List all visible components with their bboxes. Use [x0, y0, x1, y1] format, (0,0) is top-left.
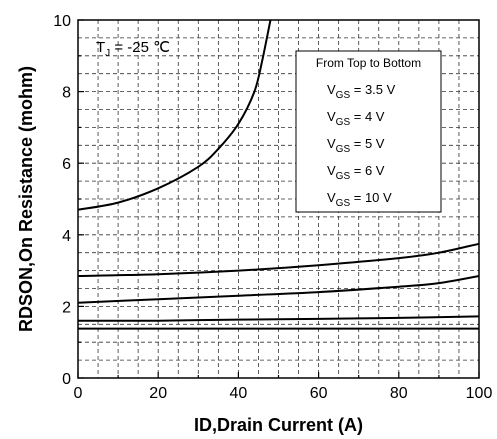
annotation-subscript: J	[105, 48, 110, 59]
series-line-1	[77, 19, 272, 211]
x-tick-label: 60	[310, 385, 328, 402]
y-tick-label: 6	[62, 156, 71, 173]
legend-entry-value: = 5 V	[350, 136, 385, 151]
series-line-3	[77, 275, 480, 304]
legend-entry-4: VGS = 6 V	[327, 163, 385, 182]
legend-heading: From Top to Bottom	[316, 56, 421, 70]
y-axis-label: RDSON,On Resistance (mohm)	[16, 66, 36, 332]
annotation-suffix: = -25 ℃	[110, 39, 170, 56]
legend-entry-subscript: GS	[336, 171, 351, 182]
x-tick-label: 20	[149, 385, 167, 402]
legend-entry-value: = 4 V	[350, 109, 385, 124]
tick-marks	[77, 19, 480, 379]
legend-entry-main: V	[327, 190, 336, 205]
legend-entry-subscript: GS	[336, 90, 351, 101]
legend-box	[295, 50, 442, 213]
legend-entry-subscript: GS	[336, 198, 351, 209]
x-tick-label: 0	[74, 385, 83, 402]
series-line-4	[77, 315, 480, 322]
legend-entry-subscript: GS	[336, 117, 351, 128]
x-tick-label: 40	[230, 385, 248, 402]
x-axis-label: ID,Drain Current (A)	[194, 415, 363, 435]
legend-entry-1: VGS = 3.5 V	[327, 82, 396, 101]
legend-entry-2: VGS = 4 V	[327, 109, 385, 128]
legend-entry-subscript: GS	[336, 144, 351, 155]
legend-entry-main: V	[327, 163, 336, 178]
x-tick-label: 100	[466, 385, 493, 402]
y-tick-label: 2	[62, 299, 71, 316]
temperature-annotation: TJ = -25 ℃	[96, 39, 170, 59]
y-tick-label: 4	[62, 228, 71, 245]
y-tick-label: 0	[62, 371, 71, 388]
annotation-prefix: T	[96, 39, 105, 56]
series-line-2	[77, 242, 480, 277]
legend-entry-main: V	[327, 82, 336, 97]
legend-entry-value: = 3.5 V	[350, 82, 395, 97]
legend-entry-value: = 10 V	[350, 190, 392, 205]
series-lines	[77, 19, 480, 330]
legend-entry-main: V	[327, 109, 336, 124]
y-tick-label: 10	[53, 13, 71, 30]
legend-entry-3: VGS = 5 V	[327, 136, 385, 155]
legend-entry-main: V	[327, 136, 336, 151]
y-tick-label: 8	[62, 85, 71, 102]
tick-labels: 0 20 40 60 80 100 0 2 4 6 8 10	[53, 13, 492, 402]
x-tick-label: 80	[390, 385, 408, 402]
legend-entry-5: VGS = 10 V	[327, 190, 392, 209]
legend-entry-value: = 6 V	[350, 163, 385, 178]
